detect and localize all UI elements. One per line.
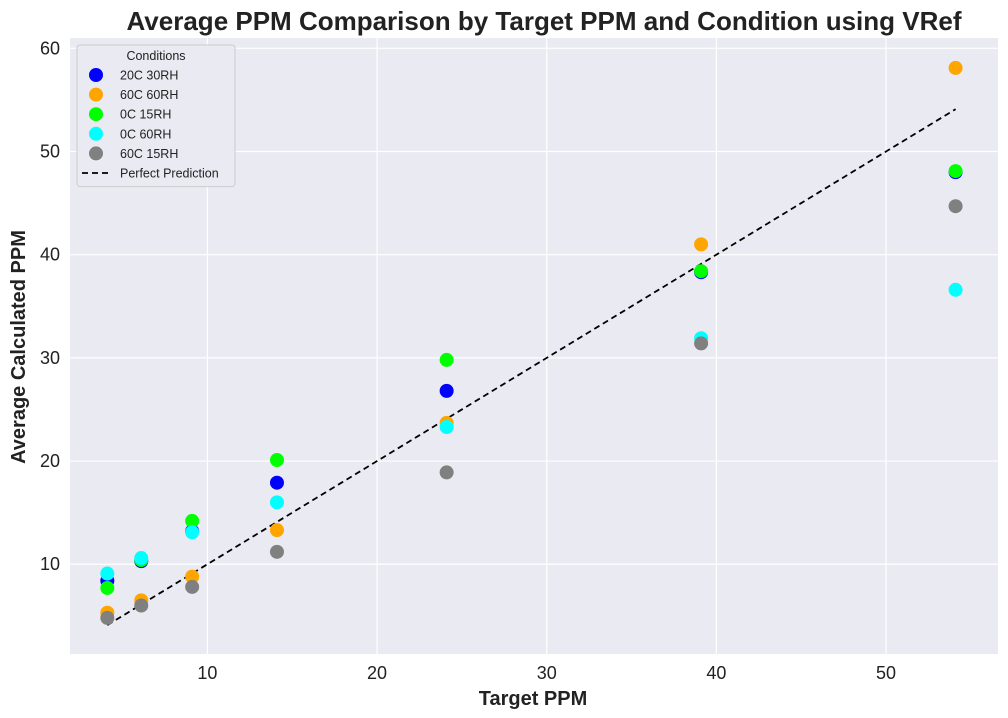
- x-tick-label: 20: [367, 663, 387, 683]
- y-tick-label: 40: [40, 245, 60, 265]
- x-tick-label: 10: [197, 663, 217, 683]
- data-point: [439, 465, 454, 480]
- legend-label: 0C 60RH: [120, 127, 171, 141]
- data-point: [694, 336, 709, 351]
- legend-marker: [89, 87, 103, 102]
- legend-label: 0C 15RH: [120, 108, 171, 122]
- legend-box: [76, 44, 236, 188]
- data-point: [694, 237, 709, 252]
- legend-label: 20C 30RH: [120, 69, 178, 83]
- data-point: [269, 453, 284, 468]
- perfect-prediction-line: [106, 108, 957, 626]
- grid-lines: [70, 38, 998, 654]
- legend: Conditions 20C 30RH 60C 60RH 0C 15RH 0C 60RH…: [76, 44, 236, 188]
- data-point: [269, 475, 284, 490]
- data-point: [134, 598, 149, 613]
- legend-marker: [89, 107, 103, 122]
- data-point: [948, 199, 963, 214]
- legend-label: Perfect Prediction: [120, 167, 219, 181]
- data-point: [439, 383, 454, 398]
- reference-line-layer: [106, 108, 957, 626]
- data-point: [185, 569, 200, 584]
- tick-labels: 10 20 30 40 50 10 20 30 40 50 60: [40, 38, 896, 683]
- x-tick-label: 30: [537, 663, 557, 683]
- data-point: [100, 610, 115, 625]
- data-point: [694, 264, 709, 279]
- x-axis-label: Target PPM: [479, 688, 588, 710]
- y-tick-label: 10: [40, 554, 60, 574]
- y-tick-label: 50: [40, 142, 60, 162]
- legend-marker: [89, 146, 103, 161]
- data-point: [185, 513, 200, 528]
- data-point: [269, 495, 284, 510]
- data-point: [948, 164, 963, 179]
- legend-title: Conditions: [126, 49, 185, 63]
- data-point: [439, 352, 454, 367]
- x-tick-label: 40: [706, 663, 726, 683]
- data-point: [269, 544, 284, 559]
- x-tick-label: 50: [876, 663, 896, 683]
- data-point: [269, 523, 284, 538]
- data-point: [185, 579, 200, 594]
- data-point: [948, 282, 963, 297]
- data-point: [439, 419, 454, 434]
- data-point: [100, 580, 115, 595]
- legend-label: 60C 60RH: [120, 88, 178, 102]
- y-tick-label: 30: [40, 348, 60, 368]
- data-points: [100, 60, 963, 625]
- data-point: [100, 566, 115, 581]
- y-tick-label: 20: [40, 451, 60, 471]
- chart-title: Average PPM Comparison by Target PPM and…: [127, 6, 962, 36]
- legend-marker: [89, 68, 103, 82]
- y-tick-label: 60: [40, 38, 60, 58]
- legend-marker: [89, 126, 103, 141]
- data-point: [134, 551, 149, 566]
- data-point: [948, 60, 963, 75]
- y-axis-label: Average Calculated PPM: [8, 230, 30, 464]
- legend-label: 60C 15RH: [120, 147, 178, 161]
- data-point: [185, 525, 200, 540]
